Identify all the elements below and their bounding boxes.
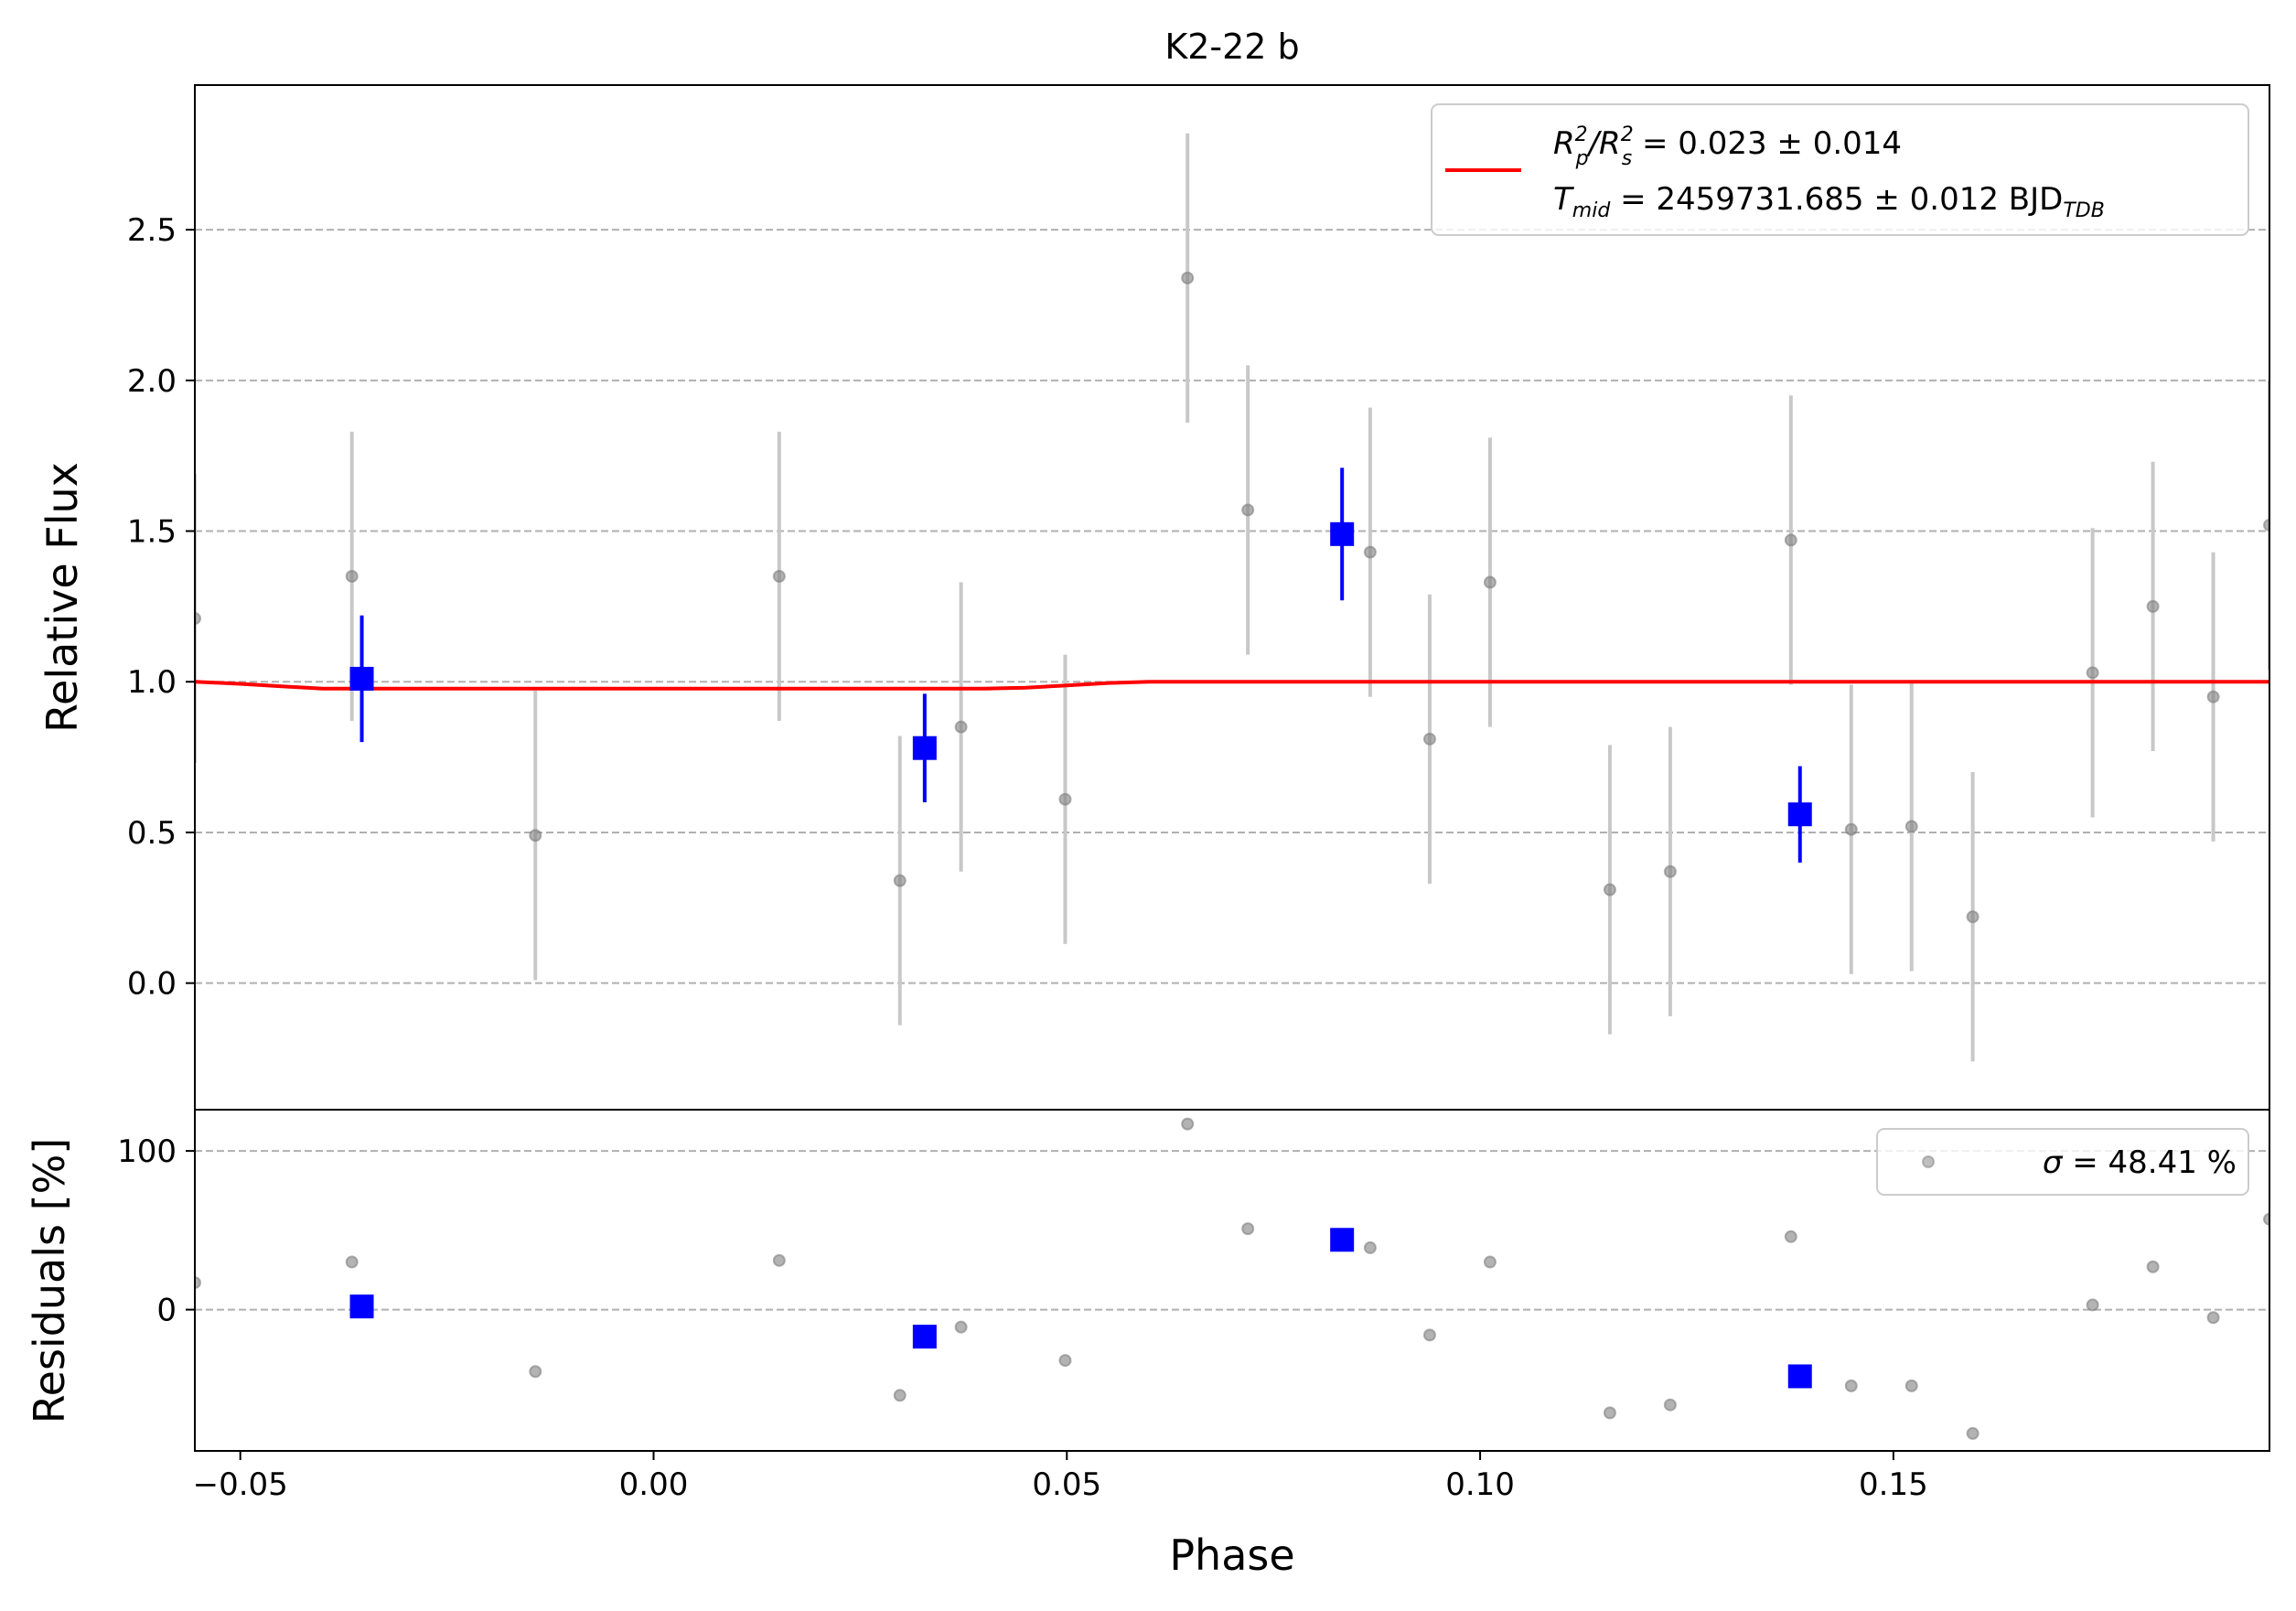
- residual-point: [529, 1365, 542, 1379]
- main-y-ticks: 0.0 0.5 1.0 1.5 2.0 2.5: [127, 212, 195, 1003]
- residual-point: [2086, 1298, 2099, 1312]
- main-y-tick-label: 1.0: [127, 664, 177, 701]
- residual-point: [1241, 1222, 1255, 1236]
- data-point: [1241, 503, 1255, 517]
- x-tick-label: 0.15: [1859, 1466, 1928, 1503]
- residual-point: [954, 1320, 968, 1334]
- legend-tmid-text: Tmid = 2459731.685 ± 0.012 BJDTDB: [1553, 181, 2105, 222]
- main-legend: R2 p/R2 s = 0.023 ± 0.014 Tmid = 2459731.6…: [1431, 103, 2249, 236]
- main-y-tick-label: 2.5: [127, 212, 177, 249]
- main-axes-frame: [194, 84, 2270, 1111]
- data-point: [1904, 820, 1918, 833]
- legend-residual-marker: [1922, 1155, 1935, 1168]
- residual-y-ticks: 0 100: [117, 1133, 195, 1329]
- residual-point: [1181, 1117, 1195, 1131]
- residual-y-tick-label: 0: [156, 1293, 177, 1329]
- residual-point: [1663, 1398, 1677, 1412]
- data-point: [954, 720, 968, 734]
- data-point: [1422, 732, 1436, 746]
- main-y-tick-label: 0.5: [127, 815, 177, 852]
- residual-legend: σ = 48.41 %: [1876, 1128, 2249, 1196]
- data-point: [1058, 792, 1072, 806]
- residual-point: [195, 1276, 201, 1290]
- main-gridlines: [195, 229, 2269, 984]
- residual-point: [1058, 1354, 1072, 1368]
- residual-point: [1422, 1328, 1436, 1342]
- data-point: [1483, 575, 1497, 589]
- residual-point: [1844, 1379, 1858, 1392]
- data-point: [772, 569, 786, 583]
- x-tick-label: 0.05: [1032, 1466, 1101, 1503]
- residual-point: [893, 1389, 907, 1402]
- binned-residual-point: [1330, 1228, 1355, 1252]
- legend-depth-text: R2 p/R2 s = 0.023 ± 0.014: [1553, 124, 1902, 170]
- residual-y-tick-label: 100: [117, 1133, 177, 1170]
- binned-point: [912, 736, 937, 760]
- main-y-tick-label: 0.0: [127, 966, 177, 1003]
- residual-y-axis-label: Residuals [%]: [25, 1138, 74, 1423]
- main-plot-area: [195, 133, 2269, 1062]
- binned-point: [1330, 521, 1355, 546]
- main-y-tick-label: 1.5: [127, 514, 177, 551]
- x-tick-label: 0.10: [1445, 1466, 1515, 1503]
- data-point: [345, 569, 359, 583]
- residual-point: [1363, 1240, 1377, 1254]
- data-point: [1181, 271, 1195, 285]
- data-point: [893, 874, 907, 887]
- main-y-tick-label: 2.0: [127, 363, 177, 400]
- binned-point: [349, 666, 374, 691]
- residual-point: [2263, 1212, 2269, 1226]
- binned-residual-point: [912, 1325, 937, 1349]
- binned-residual-point: [349, 1294, 374, 1319]
- chart-title: K2-22 b: [1164, 27, 1299, 67]
- x-tick-label: 0.00: [619, 1466, 689, 1503]
- data-point: [1663, 865, 1677, 878]
- data-point: [2146, 599, 2160, 613]
- x-axis-label: Phase: [1169, 1530, 1294, 1580]
- data-point: [1603, 883, 1616, 897]
- data-point: [1966, 910, 1979, 924]
- data-point: [2263, 518, 2269, 532]
- residual-point: [2146, 1260, 2160, 1273]
- binned-point: [1787, 802, 1812, 827]
- model-line: [195, 680, 2269, 691]
- residual-point: [1603, 1406, 1616, 1420]
- legend-sigma-text: σ = 48.41 %: [2043, 1144, 2237, 1181]
- data-point: [2086, 666, 2099, 680]
- data-point: [1844, 822, 1858, 836]
- residual-point: [772, 1253, 786, 1267]
- main-y-axis-label: Relative Flux: [38, 462, 87, 733]
- data-point: [1363, 545, 1377, 559]
- data-point: [195, 612, 201, 626]
- residual-plot-area: [195, 1117, 2269, 1440]
- residual-point: [1483, 1255, 1497, 1269]
- residual-point: [1904, 1379, 1918, 1392]
- data-point: [2206, 690, 2220, 703]
- x-tick-label: −0.05: [193, 1466, 288, 1503]
- binned-residual-point: [1787, 1364, 1812, 1389]
- data-point: [1784, 533, 1797, 547]
- data-point: [529, 829, 542, 843]
- x-ticks: −0.05 0.00 0.05 0.10 0.15: [193, 1451, 1928, 1503]
- residual-point: [1784, 1230, 1797, 1243]
- residual-point: [345, 1255, 359, 1269]
- residual-point: [2206, 1311, 2220, 1325]
- residual-axes-frame: [194, 1109, 2270, 1452]
- residual-point: [1966, 1426, 1979, 1440]
